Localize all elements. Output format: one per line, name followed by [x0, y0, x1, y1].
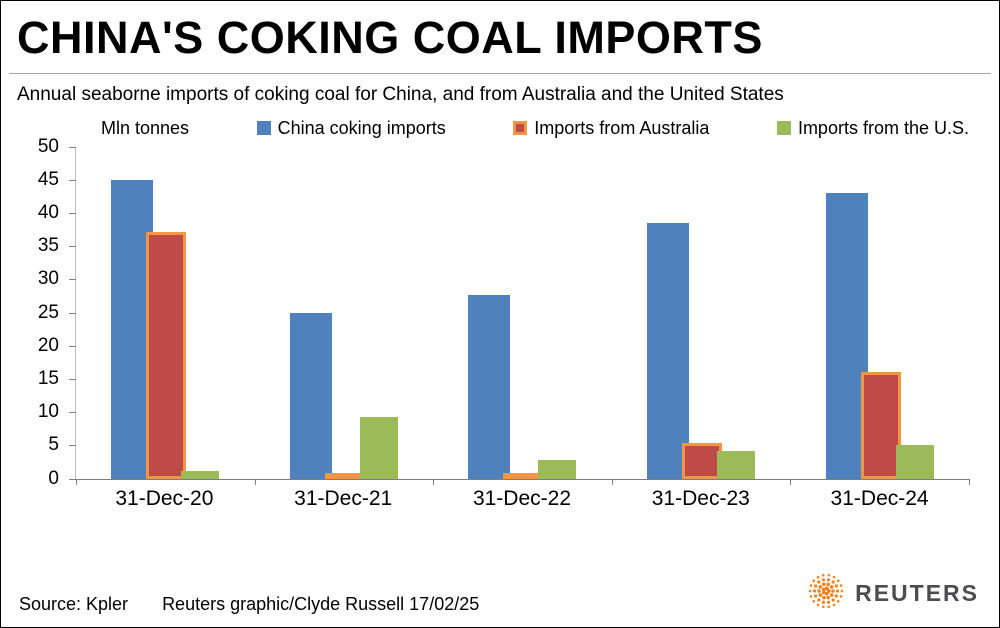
legend-label-us: Imports from the U.S. [797, 117, 969, 138]
bar-imports-from-australia [860, 372, 901, 479]
y-tick-label: 50 [37, 135, 59, 157]
y-tick-mark [69, 246, 76, 248]
x-tick-mark [433, 478, 435, 485]
title-divider [9, 72, 991, 74]
x-tick-mark [76, 478, 77, 485]
y-tick-label: 30 [37, 268, 59, 290]
y-axis-labels: 50 45 40 35 30 25 20 15 10 5 0 [15, 136, 63, 489]
bar-imports-from-the-u-s- [181, 470, 220, 479]
x-axis-labels: 31-Dec-20 31-Dec-21 31-Dec-22 31-Dec-23 31-D… [75, 487, 969, 511]
y-tick-label: 20 [37, 334, 59, 356]
x-tick-label: 31-Dec-21 [294, 486, 393, 510]
x-tick-mark [969, 478, 970, 485]
legend-swatch-us-icon [776, 121, 791, 135]
chart-subtitle: Annual seaborne imports of coking coal f… [17, 83, 784, 105]
y-tick-mark [69, 146, 76, 148]
page-title: CHINA'S COKING COAL IMPORTS [17, 12, 763, 63]
y-tick-mark [69, 179, 76, 181]
bar-imports-from-the-u-s- [717, 450, 756, 479]
y-tick-label: 5 [48, 434, 59, 456]
legend-item-australia: Imports from Australia [513, 118, 709, 139]
bar-group [255, 147, 434, 479]
bar-group [790, 147, 969, 479]
credit-text: Reuters graphic/Clyde Russell 17/02/25 [162, 594, 480, 614]
x-tick-mark [611, 478, 613, 485]
legend-label-china: China coking imports [277, 117, 446, 138]
legend-item-china: China coking imports [256, 117, 446, 139]
reuters-brand: REUTERS [807, 572, 979, 615]
legend-item-us: Imports from the U.S. [776, 117, 969, 139]
y-tick-mark [69, 378, 76, 380]
bar-imports-from-australia [324, 472, 365, 479]
bar-imports-from-the-u-s- [538, 459, 577, 479]
y-tick-mark [69, 212, 76, 214]
y-tick-mark [69, 445, 76, 447]
y-tick-label: 10 [37, 401, 59, 423]
plot-area [69, 146, 970, 485]
bar-imports-from-the-u-s- [359, 417, 398, 479]
bar-group [612, 147, 791, 479]
bar-groups [76, 147, 969, 479]
bar-group [433, 147, 612, 479]
bar-imports-from-australia [503, 472, 544, 479]
bar-china-coking-imports [289, 312, 332, 479]
bar-china-coking-imports [647, 222, 690, 479]
x-tick-mark [254, 478, 256, 485]
legend-label-australia: Imports from Australia [534, 117, 710, 138]
bar-china-coking-imports [468, 294, 511, 479]
bar-imports-from-australia [146, 231, 187, 479]
reuters-logo-icon [807, 572, 845, 615]
legend: Mln tonnes China coking imports Imports … [101, 118, 969, 139]
reuters-wordmark: REUTERS [855, 580, 979, 606]
legend-swatch-china-icon [256, 121, 271, 135]
x-tick-mark [790, 478, 792, 485]
x-tick-label: 31-Dec-23 [651, 486, 750, 510]
bar-imports-from-the-u-s- [895, 445, 934, 479]
y-tick-mark [69, 478, 76, 480]
footer: Source: Kpler Reuters graphic/Clyde Russ… [19, 594, 479, 615]
chart-area: 50 45 40 35 30 25 20 15 10 5 0 31-Dec-20 31-Dec-21 3… [15, 136, 981, 519]
x-tick-label: 31-Dec-22 [472, 486, 572, 510]
y-tick-mark [69, 412, 76, 414]
y-tick-label: 35 [37, 235, 59, 257]
y-tick-mark [69, 312, 76, 314]
y-tick-label: 40 [37, 201, 59, 223]
x-tick-label: 31-Dec-24 [830, 486, 929, 510]
y-tick-label: 0 [48, 467, 59, 489]
bar-imports-from-australia [682, 442, 723, 479]
y-tick-mark [69, 279, 76, 281]
source-text: Source: Kpler [19, 594, 129, 614]
unit-label: Mln tonnes [101, 117, 190, 138]
y-tick-label: 15 [37, 367, 59, 389]
y-tick-label: 45 [37, 168, 59, 190]
y-tick-label: 25 [37, 301, 59, 323]
legend-swatch-australia-icon [513, 121, 528, 135]
x-tick-label: 31-Dec-20 [115, 486, 214, 510]
bar-group [76, 147, 255, 479]
y-tick-mark [69, 345, 76, 347]
